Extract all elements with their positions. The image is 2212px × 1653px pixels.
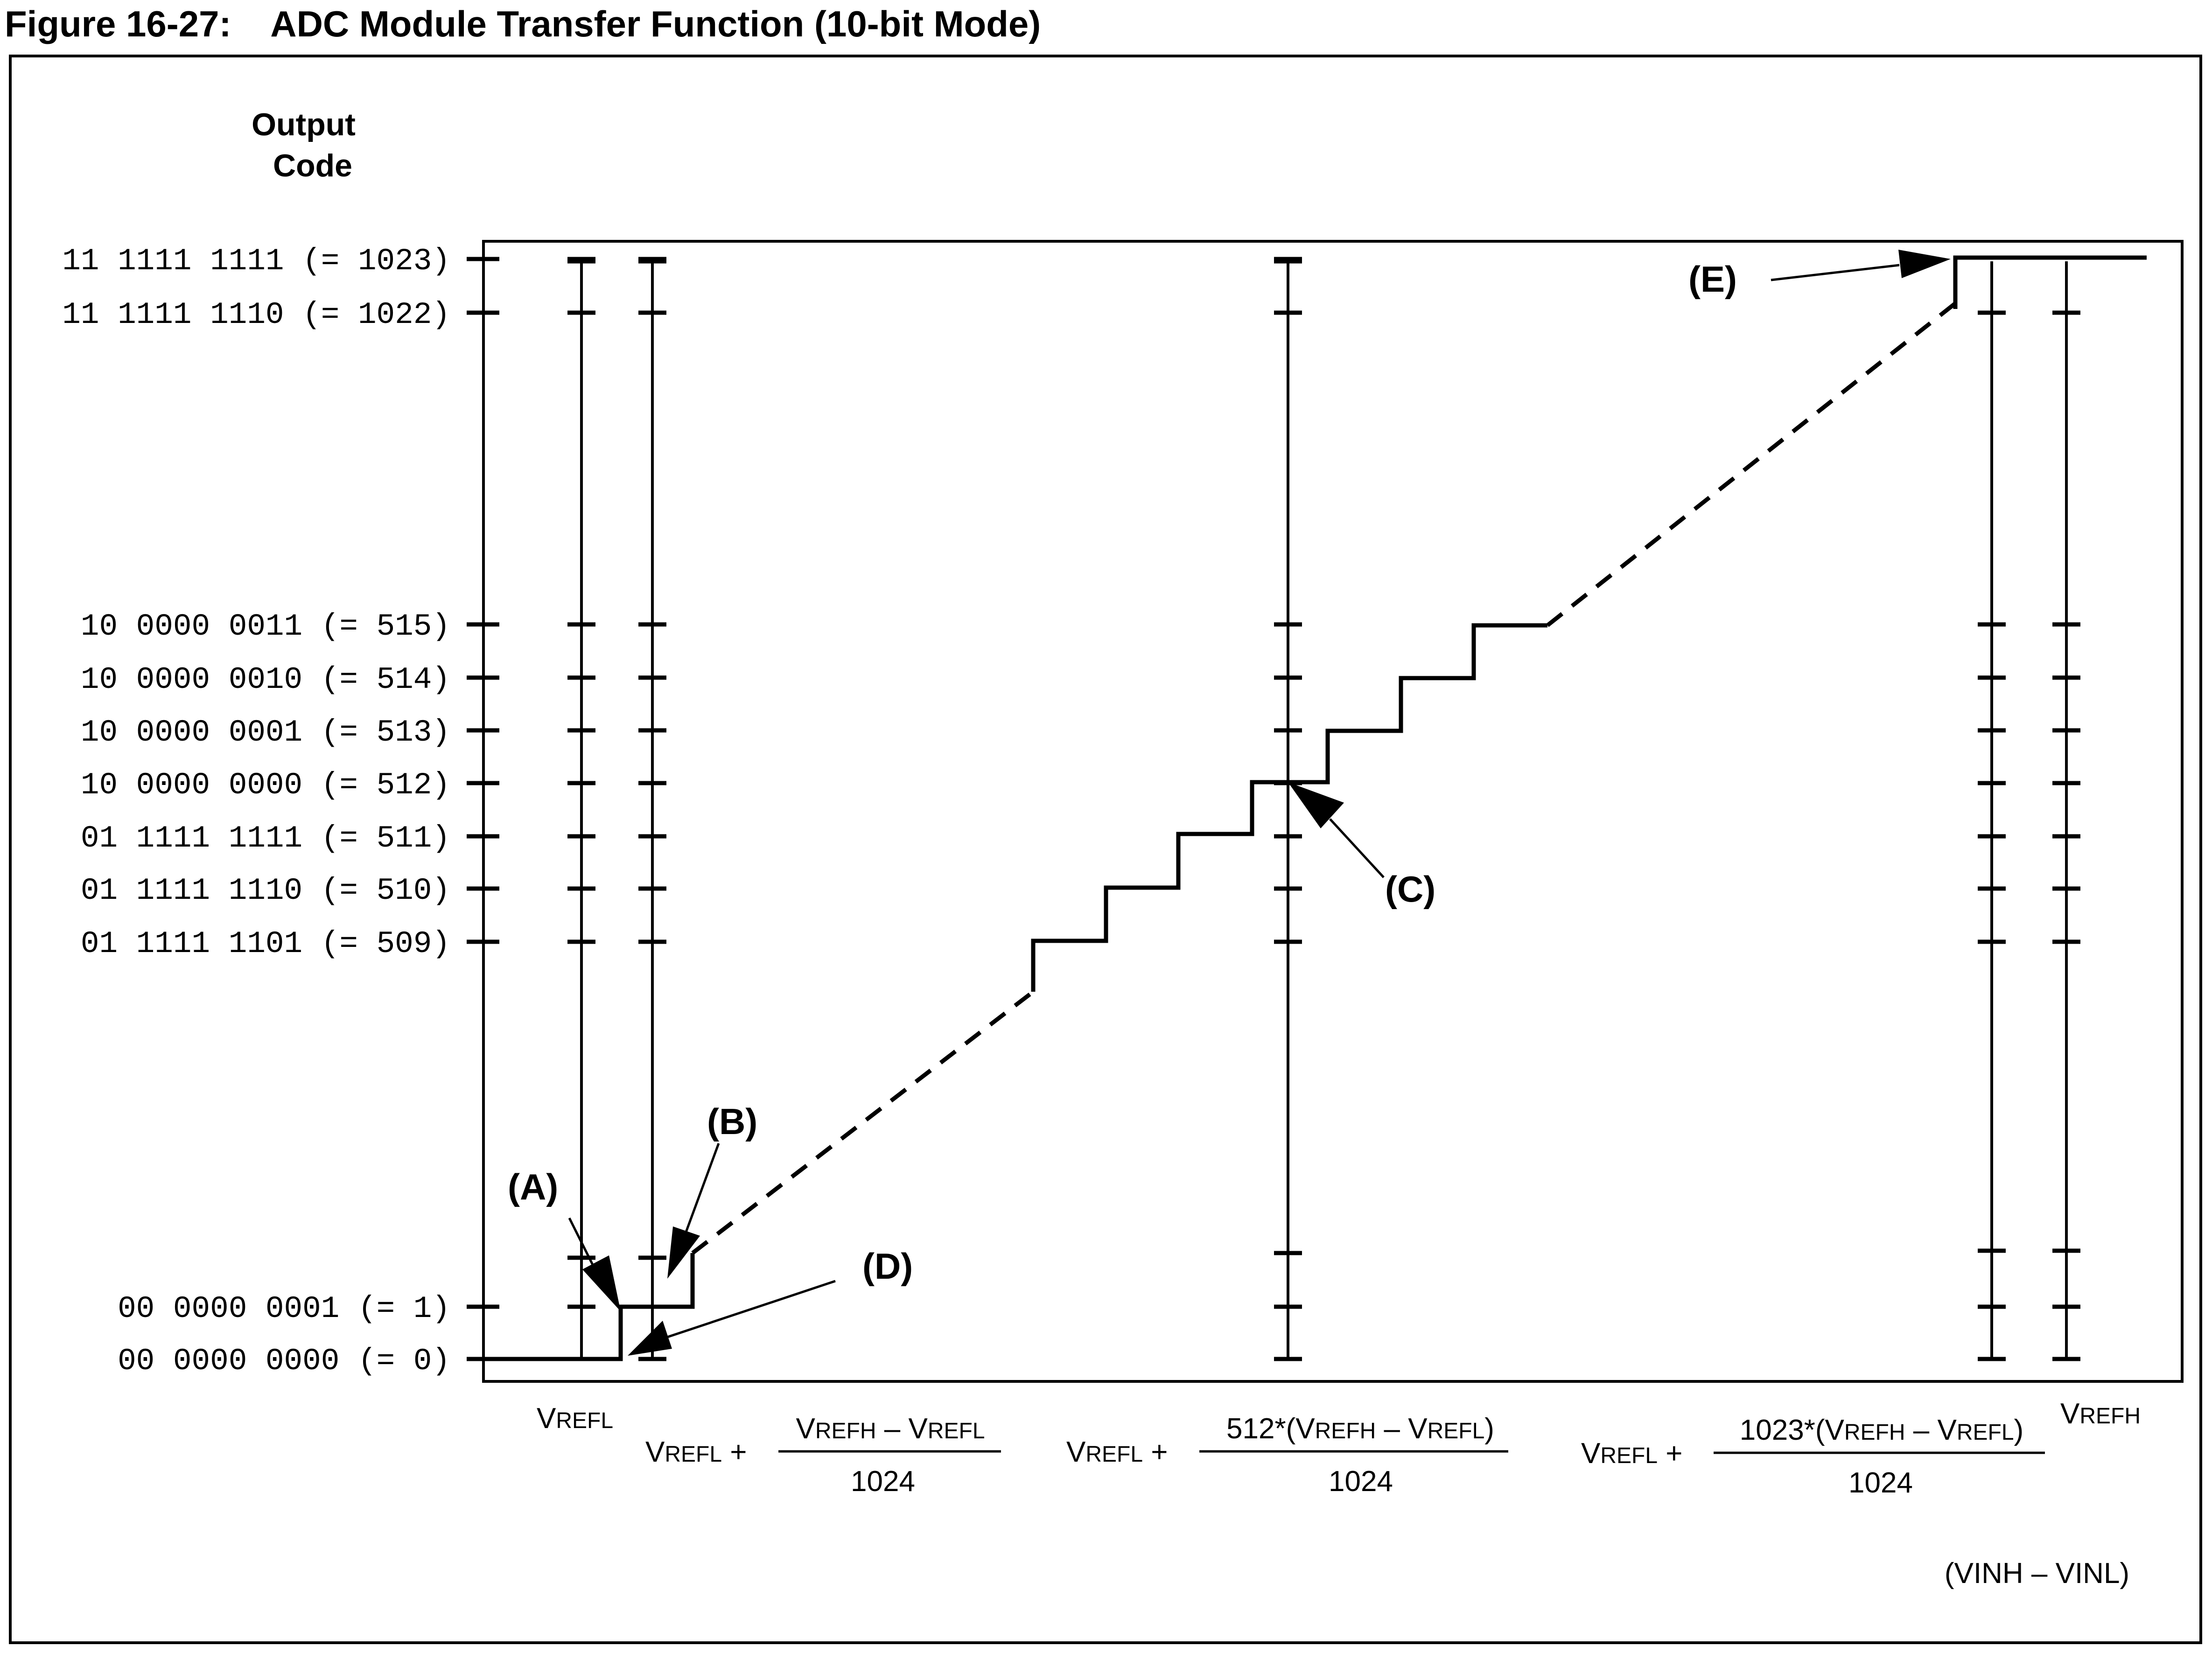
y-code-labels: 11 1111 1111 (= 1023) 11 1111 1110 (= 102… [62, 244, 450, 1379]
y-code-label: 10 0000 0011 (= 515) [81, 609, 450, 644]
callout-b-label: (B) [707, 1101, 757, 1142]
x-label-full-numerator: 1023*(VREFH – VREFL) [1740, 1414, 2023, 1446]
y-code-label: 00 0000 0001 (= 1) [118, 1291, 450, 1326]
y-code-label: 11 1111 1111 (= 1023) [62, 244, 450, 279]
callout-b-arrowhead [667, 1226, 700, 1279]
plot-area [482, 240, 2184, 1383]
x-label-full-prefix: VREFL + [1581, 1437, 1683, 1470]
callouts: (A) (B) (C) (D) (E) [508, 250, 1951, 1356]
x-label-half-numerator: 512*(VREFH – VREFL) [1226, 1413, 1494, 1445]
y-code-label: 01 1111 1101 (= 509) [81, 926, 450, 961]
x-label-one-lsb-denominator: 1024 [851, 1465, 915, 1498]
callout-c-arrowhead [1288, 782, 1344, 828]
transfer-dashed-high [1546, 301, 1957, 627]
callout-c-label: (C) [1385, 869, 1435, 910]
callout-c-line [1329, 818, 1385, 878]
y-code-label: 01 1111 1111 (= 511) [81, 821, 450, 856]
y-code-label: 11 1111 1110 (= 1022) [62, 297, 450, 332]
x-label-one-lsb-numerator: VREFH – VREFL [796, 1413, 985, 1445]
x-label-one-lsb-prefix: VREFL + [645, 1436, 747, 1468]
callout-d-label: (D) [862, 1246, 913, 1287]
callout-a-label: (A) [508, 1166, 558, 1207]
x-label-half-denominator: 1024 [1329, 1465, 1393, 1498]
transfer-step-low [483, 1253, 695, 1361]
y-code-label: 10 0000 0001 (= 513) [81, 715, 450, 750]
callout-d-line [667, 1280, 836, 1338]
y-code-label: 10 0000 0000 (= 512) [81, 768, 450, 803]
x-axis-labels: VREFL VREFL + VREFH – VREFL 1024 VREFL +… [537, 1398, 2141, 1590]
x-label-vrefl: VREFL [537, 1402, 613, 1435]
callout-b-line [685, 1143, 720, 1233]
y-code-label: 00 0000 0000 (= 0) [118, 1344, 450, 1379]
y-code-label: 10 0000 0010 (= 514) [81, 662, 450, 697]
callout-e-label: (E) [1688, 259, 1737, 300]
y-axis-title-line-2: Code [273, 148, 352, 183]
callout-e-arrowhead [1898, 250, 1951, 278]
y-axis-title-line-1: Output [252, 107, 356, 142]
figure-frame [9, 55, 2202, 1644]
x-label-half-prefix: VREFL + [1066, 1436, 1168, 1468]
callout-a-arrowhead [582, 1255, 621, 1311]
figure-title: Figure 16-27: ADC Module Transfer Functi… [5, 3, 1041, 44]
transfer-function [483, 255, 2147, 1361]
transfer-step-mid [1031, 623, 1547, 992]
y-code-label: 01 1111 1110 (= 510) [81, 873, 450, 908]
callout-d-arrowhead [628, 1321, 672, 1356]
y-axis-title: Output Code [252, 107, 364, 183]
x-label-vrefh: VREFH [2060, 1398, 2141, 1430]
callout-e-line [1771, 264, 1900, 281]
x-label-full-denominator: 1024 [1848, 1467, 1913, 1499]
x-axis-title: (VINH – VINL) [1945, 1557, 2129, 1590]
transfer-dashed-low [691, 990, 1035, 1255]
transfer-step-high [1953, 255, 2147, 309]
